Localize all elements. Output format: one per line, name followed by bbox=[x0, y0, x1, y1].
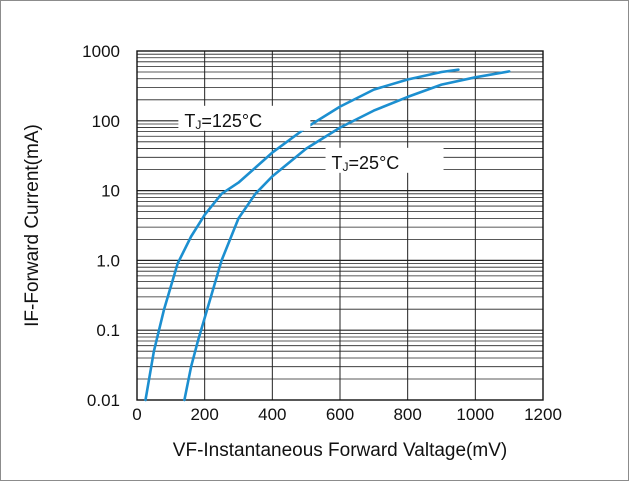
plot-area bbox=[136, 50, 544, 401]
series-lines bbox=[144, 68, 511, 402]
x-tick-label: 400 bbox=[258, 405, 286, 424]
x-axis-title: VF-Instantaneous Forward Valtage(mV) bbox=[173, 440, 507, 461]
series-line-0 bbox=[144, 68, 460, 402]
series-annotations: TJ=125°C TJ=25°C bbox=[178, 105, 444, 174]
series-line-1 bbox=[183, 70, 511, 402]
y-tick-label: 100 bbox=[92, 112, 120, 131]
series-label-1: TJ=25°C bbox=[332, 153, 400, 174]
y-axis-title: IF-Forward Current(mA) bbox=[22, 124, 43, 327]
tick-labels: 0 200 400 600 800 1000 1200 0.01 0.1 1.0 10 100 1000 bbox=[82, 42, 562, 424]
x-tick-label: 200 bbox=[190, 405, 218, 424]
y-tick-label: 0.01 bbox=[87, 391, 120, 410]
x-tick-label: 1200 bbox=[524, 405, 562, 424]
series-label-bg bbox=[325, 147, 444, 173]
x-tick-label: 600 bbox=[326, 405, 354, 424]
x-tick-label: 1000 bbox=[456, 405, 494, 424]
series-label-0: TJ=125°C bbox=[184, 111, 262, 132]
x-tick-label: 0 bbox=[132, 405, 141, 424]
series-label-bg bbox=[178, 105, 311, 131]
y-tick-label: 10 bbox=[101, 182, 120, 201]
y-tick-label: 1000 bbox=[82, 42, 120, 61]
y-tick-label: 0.1 bbox=[96, 321, 120, 340]
y-tick-label: 1.0 bbox=[96, 251, 120, 270]
x-tick-label: 800 bbox=[393, 405, 421, 424]
